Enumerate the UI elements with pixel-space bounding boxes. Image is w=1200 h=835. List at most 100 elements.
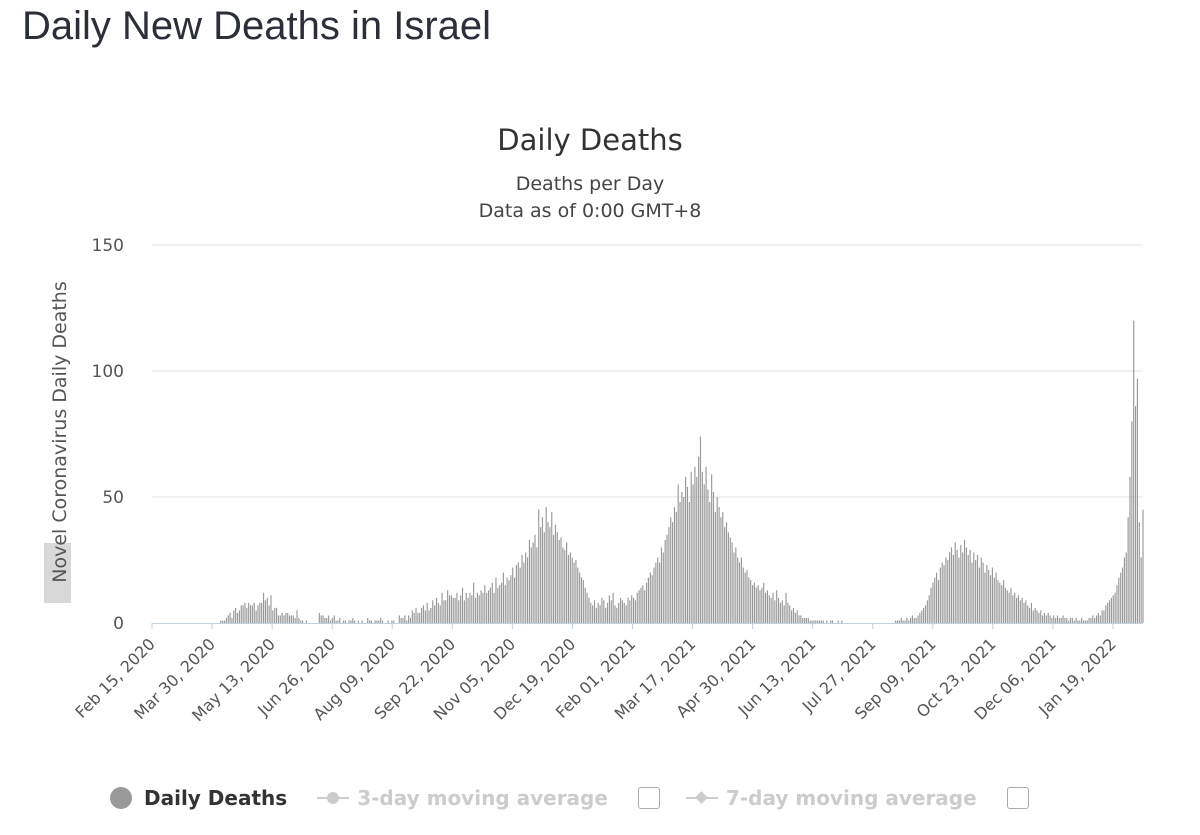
- bar: [967, 554, 969, 623]
- bar: [978, 567, 980, 623]
- bar: [231, 617, 233, 623]
- legend-item-7day-average[interactable]: 7-day moving average: [685, 786, 977, 810]
- bar: [259, 602, 261, 623]
- bar: [711, 474, 713, 623]
- bar: [906, 617, 908, 623]
- bar: [742, 567, 744, 623]
- bar: [703, 484, 705, 623]
- chart-title: Daily Deaths: [497, 123, 682, 157]
- checkbox-7day-average[interactable]: [1006, 787, 1029, 809]
- bar: [1077, 620, 1079, 623]
- bar: [718, 507, 720, 623]
- bar: [515, 565, 517, 623]
- bar: [277, 615, 280, 623]
- bar: [696, 476, 698, 623]
- bar: [337, 620, 339, 623]
- bar: [975, 560, 977, 623]
- bar: [679, 502, 681, 623]
- bar: [668, 527, 670, 623]
- bar: [1056, 615, 1059, 623]
- bar: [841, 620, 843, 623]
- bar: [1068, 620, 1070, 623]
- bar: [428, 610, 430, 623]
- bar: [822, 620, 824, 623]
- bar: [980, 557, 982, 623]
- bar: [1049, 615, 1051, 623]
- bar: [911, 615, 914, 623]
- bar: [473, 582, 475, 623]
- bar: [534, 534, 536, 623]
- bar: [292, 615, 294, 623]
- legend-item-3day-average[interactable]: 3-day moving average: [317, 786, 608, 810]
- bar: [1107, 602, 1109, 623]
- bar: [627, 597, 629, 623]
- bar: [619, 597, 622, 623]
- bar: [238, 610, 240, 623]
- checkbox-3day-average[interactable]: [637, 787, 660, 809]
- bar: [904, 620, 906, 623]
- bar: [523, 562, 525, 623]
- bar: [298, 617, 300, 623]
- bar: [452, 597, 454, 623]
- bar: [997, 580, 999, 623]
- page-title: Daily New Deaths in Israel: [22, 4, 492, 48]
- bar: [908, 620, 910, 623]
- bar: [404, 615, 406, 623]
- bar: [255, 610, 257, 623]
- bar: [478, 595, 480, 623]
- bar: [937, 580, 940, 623]
- bar: [712, 491, 715, 623]
- bar: [982, 562, 984, 623]
- bar: [999, 582, 1001, 623]
- bar: [528, 539, 531, 623]
- bar: [1129, 476, 1131, 623]
- bar: [792, 607, 795, 623]
- bar: [1123, 557, 1125, 623]
- bar: [398, 615, 400, 623]
- bar: [300, 620, 302, 623]
- bar: [597, 602, 599, 623]
- bar: [567, 554, 570, 623]
- bar: [647, 577, 650, 623]
- legend-label-3day-average: 3-day moving average: [357, 786, 608, 810]
- bar: [424, 610, 426, 623]
- bar: [947, 560, 949, 623]
- bar: [476, 592, 478, 623]
- bar: [545, 507, 547, 623]
- y-tick-label: 0: [113, 614, 124, 634]
- bar: [272, 610, 274, 623]
- bar: [995, 572, 997, 623]
- bar: [370, 620, 372, 623]
- bar: [1075, 617, 1077, 623]
- bar: [504, 585, 506, 623]
- bar: [787, 602, 789, 623]
- bar: [289, 615, 291, 623]
- bar: [1131, 421, 1133, 623]
- bar: [1101, 610, 1103, 623]
- legend-item-daily-deaths[interactable]: Daily Deaths: [110, 786, 287, 810]
- bar: [352, 617, 354, 623]
- bar: [554, 524, 557, 623]
- bar: [770, 597, 772, 623]
- bar: [1118, 577, 1120, 623]
- bar: [1090, 617, 1092, 623]
- bar: [1103, 610, 1105, 623]
- bar: [727, 532, 729, 623]
- bar: [302, 620, 304, 623]
- bar: [805, 617, 808, 623]
- bar: [1032, 610, 1034, 623]
- bar: [1036, 610, 1038, 623]
- bar: [798, 615, 800, 623]
- bar: [1082, 620, 1085, 623]
- bar: [677, 484, 679, 623]
- bar: [357, 620, 359, 623]
- bar: [1043, 612, 1046, 623]
- bar: [936, 572, 938, 623]
- bar: [608, 595, 610, 623]
- bar: [422, 605, 425, 623]
- bar: [902, 620, 904, 623]
- bar: [603, 600, 605, 623]
- bar: [802, 617, 804, 623]
- bar: [757, 585, 759, 623]
- legend-label-daily-deaths: Daily Deaths: [144, 786, 288, 810]
